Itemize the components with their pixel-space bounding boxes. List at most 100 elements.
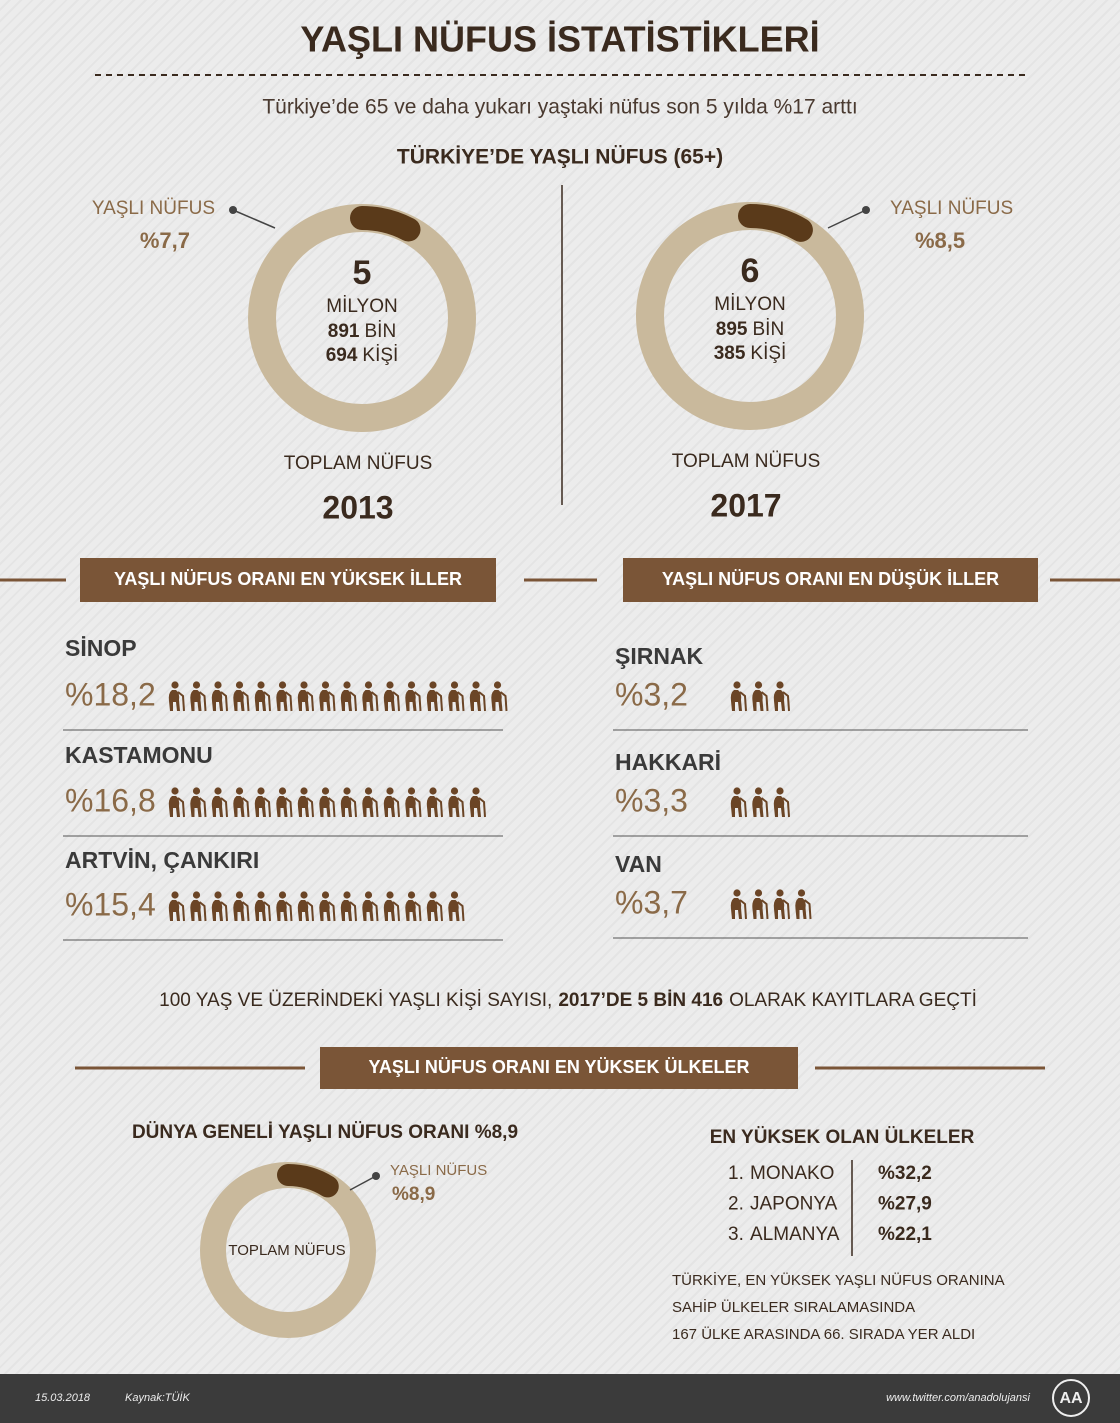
- number: 385: [714, 343, 746, 364]
- rank: 3.: [728, 1224, 744, 1245]
- world-title: DÜNYA GENELİ YAŞLI NÜFUS ORANI %8,9: [132, 1122, 518, 1143]
- donut-arc: [277, 1164, 339, 1198]
- elder-icon: [339, 680, 357, 712]
- elder-icon: [447, 680, 465, 712]
- unit: KİŞİ: [362, 345, 398, 366]
- icon-row: [167, 680, 508, 712]
- rank: 2.: [728, 1194, 744, 1215]
- province-value: %3,7: [615, 884, 688, 920]
- year: 2013: [322, 489, 393, 525]
- country-note: TÜRKİYE, EN YÜKSEK YAŞLI NÜFUS ORANINA: [672, 1271, 1005, 1289]
- province-name: SİNOP: [65, 635, 137, 661]
- elder-icon: [404, 786, 422, 818]
- elder-icon: [167, 786, 185, 818]
- unit: KİŞİ: [750, 343, 786, 364]
- elder-icon: [189, 786, 207, 818]
- unit: BİN: [753, 319, 785, 340]
- subtitle: Türkiye’de 65 ve daha yukarı yaştaki nüf…: [262, 96, 857, 119]
- province-name: HAKKARİ: [615, 749, 721, 775]
- elder-icon: [425, 890, 443, 922]
- elder-icon: [361, 786, 379, 818]
- elder-icon: [275, 680, 293, 712]
- elder-icon: [468, 786, 486, 818]
- elder-icon: [772, 786, 790, 818]
- elder-icon: [751, 680, 769, 712]
- pointer: [349, 1175, 377, 1191]
- elder-icon: [468, 680, 486, 712]
- footer-source: Kaynak:TÜİK: [125, 1392, 190, 1404]
- icon-row: [729, 888, 812, 920]
- icon-row: [729, 680, 790, 712]
- share-value: %7,7: [140, 228, 190, 253]
- donut-ring: [636, 202, 864, 430]
- icon-row: [167, 786, 486, 818]
- title: YAŞLI NÜFUS İSTATİSTİKLERİ: [300, 19, 819, 60]
- elder-icon: [425, 680, 443, 712]
- section-bar-title: YAŞLI NÜFUS ORANI EN YÜKSEK ÜLKELER: [368, 1057, 749, 1077]
- elder-icon: [210, 786, 228, 818]
- elder-icon: [275, 890, 293, 922]
- million: 6: [741, 252, 760, 290]
- note-part: OLARAK KAYITLARA GEÇTİ: [729, 990, 977, 1011]
- country: MONAKO: [750, 1163, 834, 1184]
- elder-icon: [729, 786, 747, 818]
- total-label: TOPLAM NÜFUS: [672, 451, 821, 472]
- country: JAPONYA: [750, 1194, 838, 1215]
- country-note: SAHİP ÜLKELER SIRALAMASINDA: [672, 1298, 915, 1316]
- donut-arc: [738, 204, 813, 242]
- elder-icon: [751, 888, 769, 920]
- province-name: ŞIRNAK: [615, 643, 704, 669]
- country-value: %27,9: [878, 1194, 932, 1215]
- million-unit: MİLYON: [326, 296, 397, 317]
- province-value: %15,4: [65, 886, 156, 922]
- centenarian-note: 100 YAŞ VE ÜZERİNDEKİ YAŞLI KİŞİ SAYISI,…: [159, 990, 977, 1011]
- section-bar: [623, 558, 1038, 602]
- province-value: %18,2: [65, 676, 156, 712]
- million: 5: [353, 254, 372, 292]
- elder-icon: [751, 786, 769, 818]
- elder-icon: [361, 890, 379, 922]
- elder-icon: [189, 890, 207, 922]
- elder-icon: [425, 786, 443, 818]
- ranking-title: EN YÜKSEK OLAN ÜLKELER: [710, 1127, 975, 1148]
- province-value: %16,8: [65, 782, 156, 818]
- elder-icon: [772, 888, 790, 920]
- elder-icon: [296, 890, 314, 922]
- elder-icon: [490, 680, 508, 712]
- elder-icon: [318, 786, 336, 818]
- share-label: YAŞLI NÜFUS: [390, 1161, 487, 1179]
- year: 2017: [710, 487, 781, 523]
- province-value: %3,2: [615, 676, 688, 712]
- number: 895: [716, 319, 748, 340]
- elder-icon: [339, 890, 357, 922]
- elder-icon: [232, 890, 250, 922]
- pointer: [232, 209, 276, 229]
- country: ALMANYA: [750, 1224, 840, 1245]
- ones: 385 KİŞİ: [714, 343, 787, 364]
- footer-bar: [0, 1374, 1120, 1423]
- section-title: TÜRKİYE’DE YAŞLI NÜFUS (65+): [397, 146, 723, 169]
- total-label: TOPLAM NÜFUS: [284, 453, 433, 474]
- note-bold: 2017’DE 5 BİN 416: [558, 990, 723, 1011]
- note-part: 100 YAŞ VE ÜZERİNDEKİ YAŞLI KİŞİ SAYISI,: [159, 990, 552, 1011]
- icon-row: [167, 890, 465, 922]
- elder-icon: [794, 888, 812, 920]
- section-bar: [80, 558, 496, 602]
- elder-icon: [167, 890, 185, 922]
- donut-ring: [248, 204, 476, 432]
- province-name: ARTVİN, ÇANKIRI: [65, 847, 259, 873]
- share-label: YAŞLI NÜFUS: [890, 198, 1013, 219]
- thousands: 895 BİN: [716, 319, 784, 340]
- country-note: 167 ÜLKE ARASINDA 66. SIRADA YER ALDI: [672, 1325, 975, 1343]
- elder-icon: [296, 786, 314, 818]
- unit: BİN: [365, 321, 397, 342]
- province-name: VAN: [615, 851, 662, 877]
- elder-icon: [232, 680, 250, 712]
- elder-icon: [210, 680, 228, 712]
- section-bar-title: YAŞLI NÜFUS ORANI EN DÜŞÜK İLLER: [662, 569, 999, 589]
- share-label: YAŞLI NÜFUS: [92, 198, 215, 219]
- elder-icon: [253, 680, 271, 712]
- pointer: [827, 209, 867, 229]
- elder-icon: [447, 786, 465, 818]
